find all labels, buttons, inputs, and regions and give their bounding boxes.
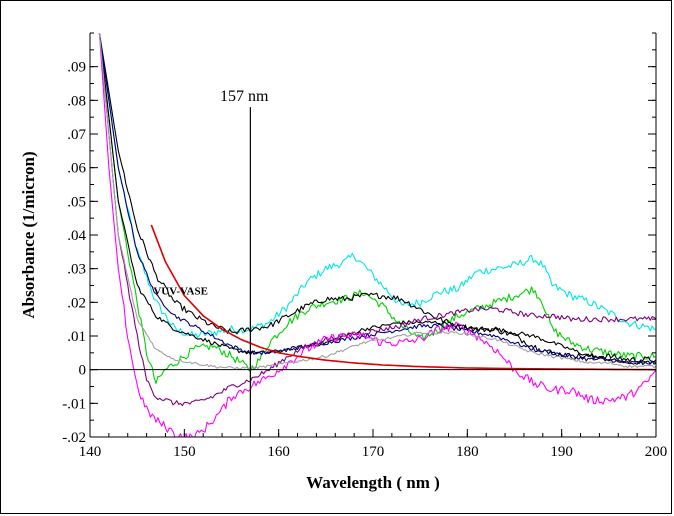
x-tick-label: 160 bbox=[267, 444, 290, 460]
x-axis-title: Wavelength ( nm ) bbox=[306, 473, 440, 492]
series-line-9 bbox=[150, 224, 656, 371]
text-layer: Wavelength ( nm ) Absorbance (1/micron) … bbox=[19, 88, 440, 492]
x-tick-label: 200 bbox=[645, 444, 668, 460]
y-tick-label: .08 bbox=[67, 93, 86, 109]
x-tick-label: 140 bbox=[79, 444, 102, 460]
y-tick-label: .01 bbox=[67, 329, 86, 345]
y-tick-label: .02 bbox=[67, 295, 86, 311]
series-line-1 bbox=[98, 33, 656, 339]
series-line-2 bbox=[98, 33, 656, 384]
y-tick-label: .06 bbox=[67, 161, 86, 177]
series-layer bbox=[98, 33, 656, 437]
y-tick-label: -.01 bbox=[62, 396, 86, 412]
x-tick-label: 190 bbox=[550, 444, 573, 460]
y-tick-label: .05 bbox=[67, 194, 86, 210]
annotation-157nm: 157 nm bbox=[220, 88, 269, 105]
annotation-vuv-vase: VUV-VASE bbox=[153, 286, 208, 298]
y-tick-label: .04 bbox=[67, 228, 86, 244]
y-tick-label: .09 bbox=[67, 60, 86, 76]
series-line-8 bbox=[98, 33, 656, 370]
axes-layer: -.02 -.01 0 .01 .02 .03 .04 .05 .06 .07 .08 .09 140 1… bbox=[62, 32, 668, 460]
y-tick-label: .03 bbox=[67, 262, 86, 278]
y-tick-label: 0 bbox=[79, 363, 87, 379]
y-tick-label: .07 bbox=[67, 127, 86, 143]
series-line-5 bbox=[98, 33, 656, 365]
y-tick-label: -.02 bbox=[62, 430, 86, 446]
x-tick-label: 180 bbox=[456, 444, 479, 460]
x-tick-label: 170 bbox=[362, 444, 385, 460]
y-axis-title: Absorbance (1/micron) bbox=[19, 151, 38, 318]
series-line-4 bbox=[98, 33, 656, 366]
series-line-7 bbox=[98, 33, 656, 437]
x-tick-label: 150 bbox=[173, 444, 196, 460]
series-line-6 bbox=[98, 33, 656, 407]
series-line-3 bbox=[98, 33, 656, 363]
